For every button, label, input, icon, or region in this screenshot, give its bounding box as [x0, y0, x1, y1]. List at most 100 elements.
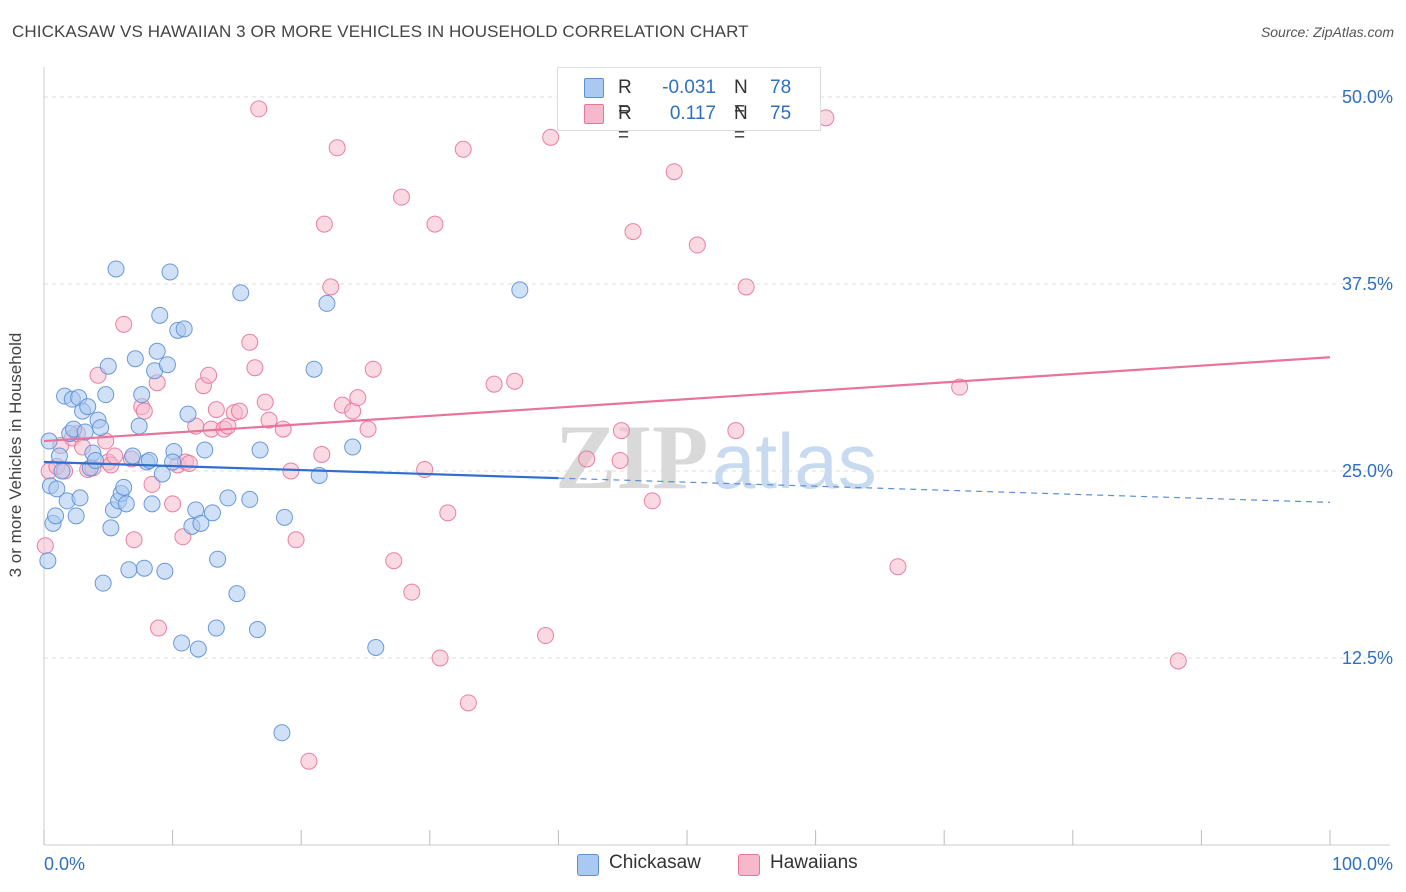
chickasaw-point — [94, 574, 112, 592]
hawaiians-point — [256, 393, 274, 411]
hawaiians-point — [349, 389, 367, 407]
hawaiians-point — [246, 359, 264, 377]
hawaiians-point — [643, 492, 661, 510]
hawaiians-point — [454, 140, 472, 158]
chickasaw-point — [148, 342, 166, 360]
bottom-legend-swatch-hawaiians — [738, 854, 760, 876]
legend-r-label: R = — [618, 103, 632, 146]
y-tick-label: 50.0% — [1342, 87, 1393, 107]
hawaiians-point — [364, 360, 382, 378]
chickasaw-point — [71, 489, 89, 507]
legend-r-label: R = — [618, 77, 632, 120]
trend-lines — [43, 356, 1331, 503]
chickasaw-point — [344, 438, 362, 456]
hawaiians-point — [135, 402, 153, 420]
chickasaw-point — [97, 386, 115, 404]
hawaiians-point — [611, 451, 629, 469]
hawaiians-point — [612, 422, 630, 440]
chickasaw-point — [76, 423, 94, 441]
chickasaw-point — [209, 550, 227, 568]
bottom-legend-swatch-chickasaw — [577, 854, 599, 876]
y-axis-label: 3 or more Vehicles in Household — [6, 332, 25, 578]
zipatlas-watermark: ZIP atlas — [555, 406, 877, 508]
x-ticks — [43, 830, 1331, 845]
hawaiians-point — [426, 215, 444, 233]
bottom-legend-label-hawaiians: Hawaiians — [770, 852, 858, 873]
chickasaw-point — [47, 507, 65, 525]
chickasaw-point — [251, 441, 269, 459]
chickasaw-point — [133, 386, 151, 404]
hawaiians-point — [200, 366, 218, 384]
chickasaw-point — [130, 417, 148, 435]
chickasaw-point — [228, 585, 246, 603]
chickasaw-point — [143, 495, 161, 513]
hawaiians-point — [260, 411, 278, 429]
hawaiians-point — [164, 495, 182, 513]
legend-n-value: 75 — [770, 103, 792, 124]
hawaiians-point — [36, 537, 54, 555]
hawaiians-point — [322, 278, 340, 296]
hawaiians-point — [359, 420, 377, 438]
hawaiians-point — [578, 450, 596, 468]
legend-n-label: N = — [734, 103, 748, 146]
chickasaw-point — [275, 508, 293, 526]
hawaiians-point — [149, 619, 167, 637]
chickasaw-point — [175, 320, 193, 338]
chickasaw-point — [115, 478, 133, 496]
hawaiians-point — [313, 446, 331, 464]
chickasaw-point — [158, 356, 176, 374]
hawaiians-point — [250, 100, 268, 118]
chickasaw-point — [117, 495, 135, 513]
hawaiians-point — [688, 236, 706, 254]
chickasaw-point — [161, 263, 179, 281]
legend-swatch-hawaiians — [584, 104, 604, 124]
chickasaw-trend-line — [43, 460, 559, 480]
chickasaw-point — [39, 552, 57, 570]
hawaiians-point — [506, 372, 524, 390]
chickasaw-points — [39, 260, 529, 742]
legend-swatch-chickasaw — [584, 78, 604, 98]
chickasaw-point — [99, 357, 117, 375]
chickasaw-point — [207, 619, 225, 637]
chickasaw-point — [124, 447, 142, 465]
chickasaw-point — [318, 294, 336, 312]
chickasaw-point — [219, 489, 237, 507]
chickasaw-point — [179, 405, 197, 423]
x-tick-label-max: 100.0% — [1332, 854, 1393, 874]
chickasaw-point — [232, 284, 250, 302]
y-tick-label: 37.5% — [1342, 274, 1393, 294]
chickasaw-point — [156, 562, 174, 580]
hawaiians-point — [951, 378, 969, 396]
hawaiians-points — [36, 100, 1187, 770]
y-tick-label: 25.0% — [1342, 461, 1393, 481]
chart-source: Source: ZipAtlas.com — [1260, 24, 1394, 40]
hawaiians-point — [889, 558, 907, 576]
hawaiians-point — [143, 475, 161, 493]
chickasaw-point — [86, 451, 104, 469]
chickasaw-point — [511, 281, 529, 299]
chickasaw-point — [203, 504, 221, 522]
chart-title: CHICKASAW VS HAWAIIAN 3 OR MORE VEHICLES… — [12, 22, 749, 41]
chickasaw-point — [53, 462, 71, 480]
hawaiians-point — [207, 401, 225, 419]
hawaiians-point — [485, 375, 503, 393]
hawaiians-point — [300, 752, 318, 770]
chickasaw-point — [120, 561, 138, 579]
hawaiians-point — [1169, 652, 1187, 670]
chickasaw-point — [196, 441, 214, 459]
chickasaw-point — [102, 519, 120, 537]
chickasaw-point — [164, 453, 182, 471]
legend-n-value: 78 — [770, 77, 792, 98]
hawaiians-point — [241, 333, 259, 351]
legend-r-value: 0.117 — [669, 103, 716, 124]
chickasaw-point — [79, 398, 97, 416]
hawaiians-point — [459, 694, 477, 712]
chickasaw-point — [107, 260, 125, 278]
axes — [43, 67, 1390, 846]
watermark-zip: ZIP — [555, 406, 708, 508]
chickasaw-point — [67, 507, 85, 525]
hawaiians-point — [230, 402, 248, 420]
chickasaw-point — [48, 480, 66, 498]
hawaiians-point — [125, 531, 143, 549]
